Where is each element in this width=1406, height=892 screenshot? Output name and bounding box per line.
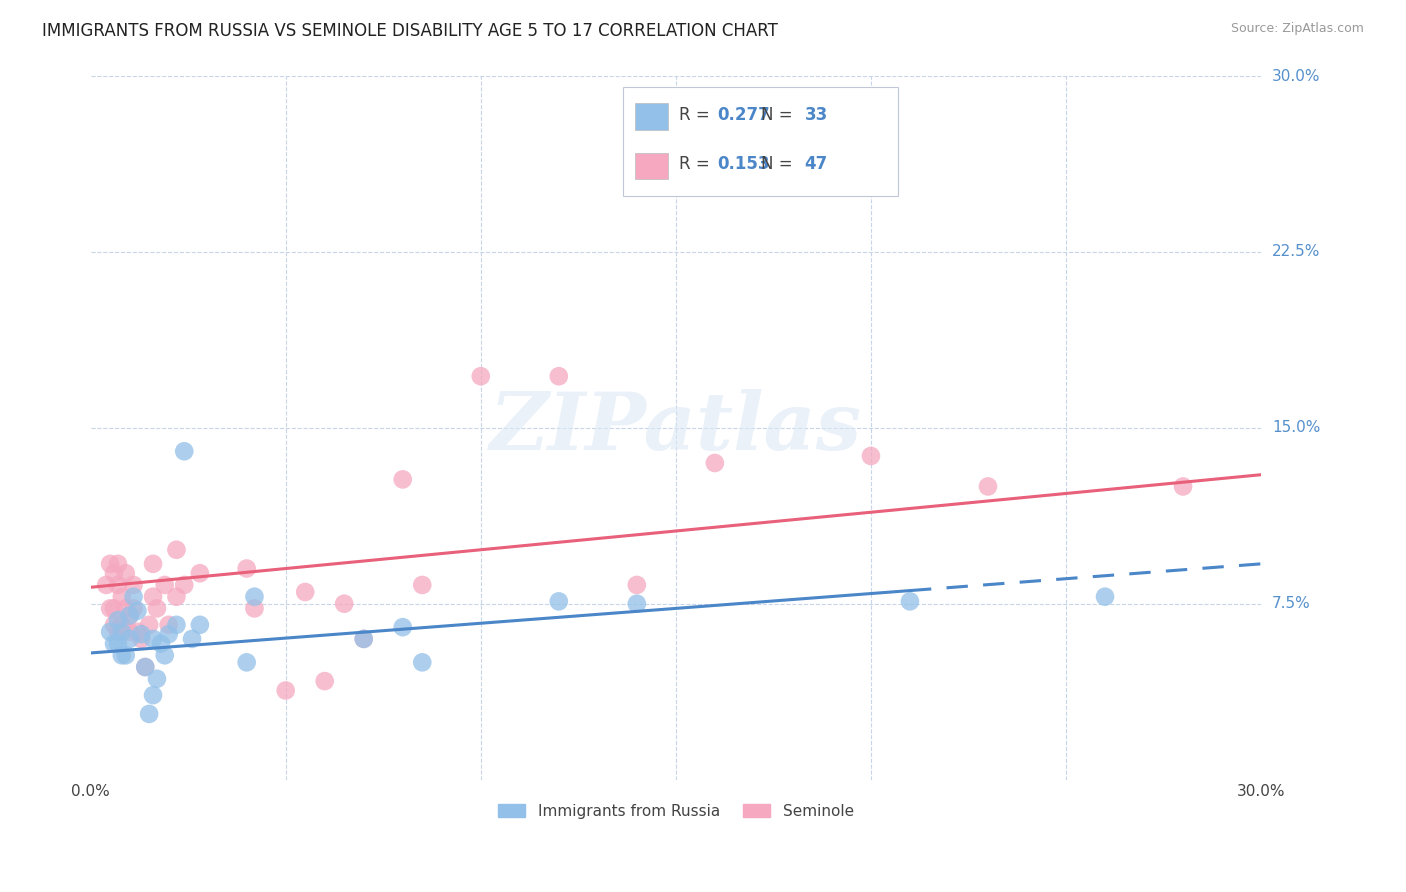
Point [98,624,121,639]
Text: 33: 33 [804,106,828,124]
Point [107,613,129,627]
Point [235,656,257,670]
Point [353,632,375,646]
Point [153,648,176,663]
Bar [636,103,668,130]
Text: 22.5%: 22.5% [1272,244,1320,260]
Point [122,601,145,615]
Point [188,566,211,581]
Point [118,608,141,623]
Point [626,597,648,611]
Point [118,624,141,639]
Text: 47: 47 [804,155,828,173]
Point [314,674,336,689]
Text: N =: N = [761,106,799,124]
Point [103,637,125,651]
Text: Source: ZipAtlas.com: Source: ZipAtlas.com [1230,22,1364,36]
Point [821,128,844,142]
Point [411,656,433,670]
Point [153,578,176,592]
Point [107,557,129,571]
Point [391,472,413,486]
Point [122,578,145,592]
Point [98,601,121,615]
Point [188,617,211,632]
Point [1094,590,1116,604]
Point [142,688,165,702]
Point [114,648,136,663]
Point [118,608,141,623]
Point [243,590,266,604]
Point [274,683,297,698]
Point [111,648,134,663]
Text: 15.0%: 15.0% [1272,420,1320,435]
Point [173,444,195,458]
Point [470,369,492,384]
Legend: Immigrants from Russia, Seminole: Immigrants from Russia, Seminole [492,797,860,825]
Point [146,601,169,615]
Point [134,660,156,674]
Point [127,604,149,618]
Point [703,456,725,470]
Point [411,578,433,592]
Point [1171,479,1194,493]
Text: 0.153: 0.153 [717,155,769,173]
Text: IMMIGRANTS FROM RUSSIA VS SEMINOLE DISABILITY AGE 5 TO 17 CORRELATION CHART: IMMIGRANTS FROM RUSSIA VS SEMINOLE DISAB… [42,22,778,40]
Point [165,542,187,557]
Point [138,706,160,721]
Point [134,660,156,674]
Point [626,578,648,592]
Text: N =: N = [761,155,799,173]
Point [165,617,187,632]
Point [243,601,266,615]
Text: R =: R = [679,106,716,124]
Point [859,449,882,463]
Point [157,627,180,641]
Point [165,590,187,604]
Point [127,624,149,639]
Point [353,632,375,646]
Point [107,578,129,592]
Point [142,632,165,646]
Point [103,617,125,632]
Text: R =: R = [679,155,716,173]
Point [149,637,172,651]
Point [294,585,316,599]
Point [235,561,257,575]
Point [103,601,125,615]
FancyBboxPatch shape [623,87,898,195]
Point [181,632,204,646]
Point [142,557,165,571]
Bar [636,153,668,179]
Point [107,624,129,639]
Text: 30.0%: 30.0% [1272,69,1320,84]
Point [103,566,125,581]
Point [111,624,134,639]
Point [131,627,153,641]
Point [142,590,165,604]
Point [173,578,195,592]
Point [391,620,413,634]
Point [107,637,129,651]
Point [333,597,356,611]
Point [114,601,136,615]
Point [547,594,569,608]
Point [118,632,141,646]
Text: 7.5%: 7.5% [1272,596,1310,611]
Point [146,672,169,686]
Point [131,632,153,646]
Text: 0.277: 0.277 [717,106,769,124]
Point [96,578,118,592]
Point [114,566,136,581]
Text: ZIPatlas: ZIPatlas [489,389,862,467]
Point [98,557,121,571]
Point [898,594,921,608]
Point [547,369,569,384]
Point [138,617,160,632]
Point [111,590,134,604]
Point [977,479,1000,493]
Point [111,617,134,632]
Point [122,590,145,604]
Point [157,617,180,632]
